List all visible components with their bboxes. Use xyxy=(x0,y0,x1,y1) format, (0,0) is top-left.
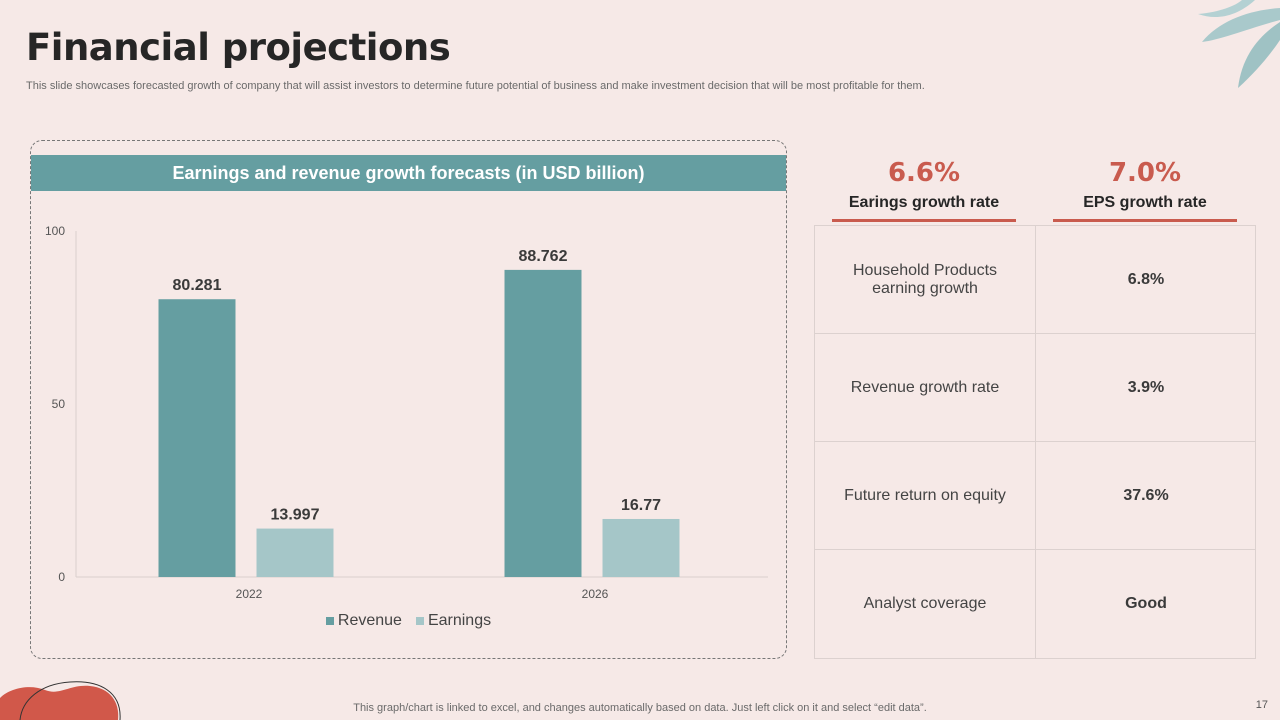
kpi-earnings-growth: 6.6% Earings growth rate xyxy=(832,158,1016,222)
kpi-label: Earings growth rate xyxy=(832,194,1016,222)
x-tick-label: 2022 xyxy=(236,587,263,601)
metric-name: Analyst coverage xyxy=(815,550,1036,658)
footer-note: This graph/chart is linked to excel, and… xyxy=(353,702,927,714)
x-tick-label: 2026 xyxy=(582,587,609,601)
metric-value: 37.6% xyxy=(1036,442,1256,550)
blob-decoration-icon xyxy=(0,681,121,720)
bar-data-label: 80.281 xyxy=(173,277,222,294)
bar-chart[interactable]: 0 50 100 80.281 13.997 2022 88.762 16.77 2026 xyxy=(31,201,786,606)
bar-data-label: 13.997 xyxy=(271,507,320,524)
y-tick-label: 0 xyxy=(58,570,65,584)
legend-swatch-earnings xyxy=(415,617,424,625)
bar-earnings-2022 xyxy=(256,528,334,577)
legend-item-revenue: Revenue xyxy=(325,612,402,630)
kpi-eps-growth: 7.0% EPS growth rate xyxy=(1053,158,1237,222)
metrics-table: Household Products earning growth 6.8% R… xyxy=(814,225,1256,659)
page-number: 17 xyxy=(1255,699,1268,711)
chart-panel[interactable]: Earnings and revenue growth forecasts (i… xyxy=(30,140,787,659)
kpi-value: 7.0% xyxy=(1108,158,1182,188)
metric-name: Future return on equity xyxy=(815,442,1036,550)
y-tick-label: 50 xyxy=(52,397,66,411)
legend-label-revenue: Revenue xyxy=(337,612,402,629)
chart-legend: Revenue Earnings xyxy=(31,612,786,630)
bar-revenue-2022 xyxy=(158,299,236,577)
metric-name: Revenue growth rate xyxy=(815,334,1036,442)
bar-revenue-2026 xyxy=(504,269,582,577)
y-tick-label: 100 xyxy=(45,224,65,238)
legend-label-earnings: Earnings xyxy=(427,612,492,629)
kpi-value: 6.6% xyxy=(887,158,961,188)
legend-swatch-revenue xyxy=(325,617,334,625)
metric-value: 6.8% xyxy=(1036,226,1256,334)
bar-earnings-2026 xyxy=(602,518,680,577)
metric-value: 3.9% xyxy=(1036,334,1256,442)
page-title: Financial projections xyxy=(26,26,451,69)
chart-title: Earnings and revenue growth forecasts (i… xyxy=(31,155,786,191)
legend-item-earnings: Earnings xyxy=(415,612,492,630)
kpi-label: EPS growth rate xyxy=(1053,194,1237,222)
metric-value: Good xyxy=(1125,595,1167,612)
bar-data-label: 16.77 xyxy=(621,497,661,514)
page-subtitle: This slide showcases forecasted growth o… xyxy=(26,80,925,92)
bar-data-label: 88.762 xyxy=(519,248,568,265)
metric-name: Household Products earning growth xyxy=(815,226,1036,334)
leaf-decoration-icon xyxy=(1198,0,1280,88)
